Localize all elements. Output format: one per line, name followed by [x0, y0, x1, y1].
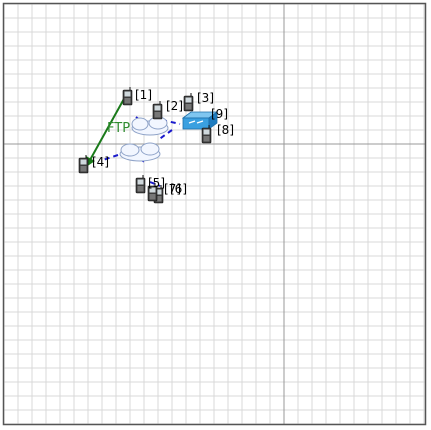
node-label: [3] [197, 91, 214, 105]
phone-icon[interactable] [135, 175, 146, 194]
phone-icon[interactable] [183, 93, 194, 112]
phone-icon[interactable] [201, 125, 212, 144]
node-label: [4] [92, 155, 109, 169]
node-label: [2] [166, 99, 183, 113]
phone-icon[interactable] [78, 155, 89, 174]
node-label: [8] [217, 123, 234, 137]
phone-icon[interactable] [152, 101, 163, 120]
grid [3, 3, 425, 425]
node-label: [7] [164, 182, 181, 196]
wireless-link [149, 181, 161, 187]
phone-icon[interactable] [147, 183, 158, 202]
node-label: [1] [135, 88, 152, 102]
signal-cloud [119, 142, 161, 162]
phone-icon[interactable] [122, 87, 133, 106]
node-label: [9] [211, 107, 228, 121]
wireless-link [102, 154, 119, 161]
node-label: [5] [148, 176, 165, 190]
canvas-border [2, 2, 427, 426]
router-icon[interactable] [181, 111, 219, 130]
wireless-link [157, 129, 173, 141]
flow-label: FTP [107, 121, 130, 136]
signal-cloud [131, 116, 169, 136]
node-label: [6] [170, 182, 187, 196]
